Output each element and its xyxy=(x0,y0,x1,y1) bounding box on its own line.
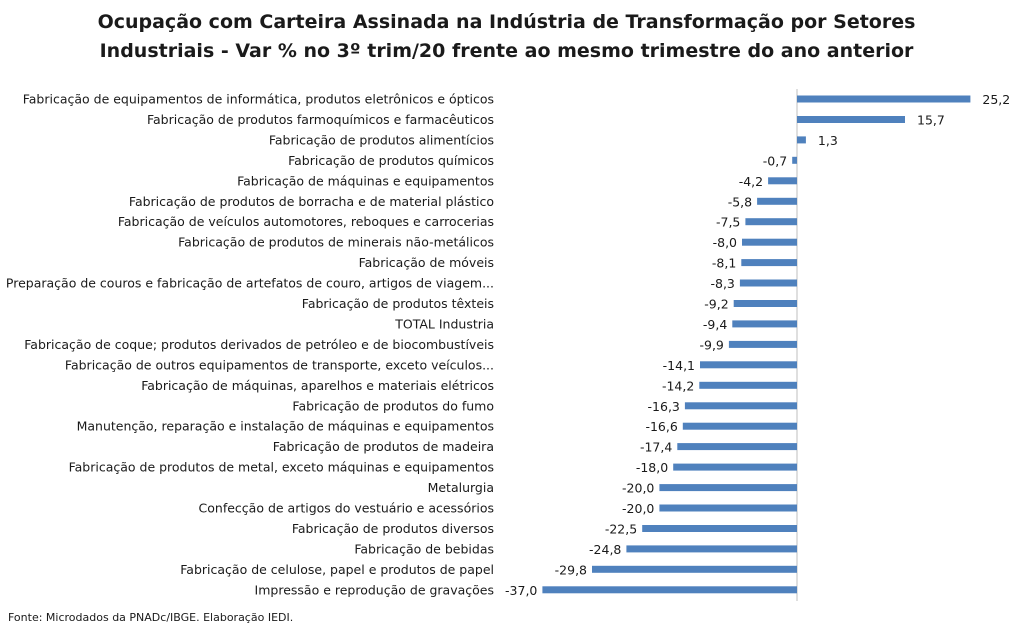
category-label: Confecção de artigos do vestuário e aces… xyxy=(199,501,494,516)
bar xyxy=(677,443,797,451)
category-label: Fabricação de máquinas, aparelhos e mate… xyxy=(141,378,494,393)
bar xyxy=(742,238,797,246)
bar xyxy=(626,545,797,553)
chart-title: Ocupação com Carteira Assinada na Indúst… xyxy=(0,8,1013,66)
bar xyxy=(732,320,797,328)
bar xyxy=(768,177,797,185)
category-label: Fabricação de produtos de borracha e de … xyxy=(129,194,494,209)
data-label: -22,5 xyxy=(605,522,637,537)
bar xyxy=(699,381,797,389)
source-note: Fonte: Microdados da PNADc/IBGE. Elabora… xyxy=(8,611,294,624)
bar xyxy=(728,340,797,348)
bar xyxy=(792,156,797,164)
data-label: -17,4 xyxy=(640,440,672,455)
category-label: Fabricação de produtos alimentícios xyxy=(269,132,494,147)
bar xyxy=(739,279,797,287)
bar xyxy=(797,136,806,144)
bar xyxy=(682,422,797,430)
data-label: -16,3 xyxy=(648,399,680,414)
data-label: -29,8 xyxy=(555,562,587,577)
bar xyxy=(733,300,797,307)
chart-title-line-2: Industriais - Var % no 3º trim/20 frente… xyxy=(99,40,914,62)
category-label: Manutenção, reparação e instalação de má… xyxy=(77,419,494,434)
data-label: -9,9 xyxy=(700,337,724,352)
category-label: Fabricação de produtos do fumo xyxy=(292,398,494,413)
data-label: -24,8 xyxy=(589,542,621,557)
data-label: -9,2 xyxy=(704,297,728,312)
data-label: -4,2 xyxy=(739,174,763,189)
category-label: Fabricação de outros equipamentos de tra… xyxy=(65,357,494,372)
bar xyxy=(741,259,797,267)
bar xyxy=(592,565,797,573)
category-label: Fabricação de produtos de metal, exceto … xyxy=(69,460,494,475)
data-label: 25,2 xyxy=(982,92,1010,107)
bar xyxy=(757,197,797,205)
data-label: -18,0 xyxy=(636,460,668,475)
category-label: Impressão e reprodução de gravações xyxy=(255,582,494,597)
category-label: Fabricação de coque; produtos derivados … xyxy=(24,337,494,352)
category-label: Fabricação de produtos farmoquímicos e f… xyxy=(147,112,494,127)
category-label: Fabricação de bebidas xyxy=(354,541,494,556)
data-label: -0,7 xyxy=(763,153,787,168)
category-label: Preparação de couros e fabricação de art… xyxy=(6,276,494,291)
bar xyxy=(684,402,797,410)
data-label: -8,1 xyxy=(712,256,736,271)
category-label: Fabricação de veículos automotores, rebo… xyxy=(118,214,494,229)
bar xyxy=(700,361,797,369)
bar xyxy=(659,484,797,492)
bar xyxy=(745,218,797,226)
data-label: -5,8 xyxy=(728,194,752,209)
data-label: -16,6 xyxy=(645,419,677,434)
bar xyxy=(797,95,971,103)
data-label: -9,4 xyxy=(703,317,727,332)
data-label: -14,1 xyxy=(663,358,695,373)
category-label: Fabricação de produtos de minerais não-m… xyxy=(178,235,494,250)
category-label: Fabricação de produtos de madeira xyxy=(273,439,494,454)
data-label: -20,0 xyxy=(622,501,654,516)
category-label: Fabricação de produtos diversos xyxy=(292,521,494,536)
data-label: -20,0 xyxy=(622,481,654,496)
data-label: 1,3 xyxy=(818,133,838,148)
data-label: -7,5 xyxy=(716,215,740,230)
data-label: 15,7 xyxy=(917,113,945,128)
category-label: Fabricação de produtos químicos xyxy=(288,153,494,168)
bar xyxy=(659,504,797,512)
category-label: Fabricação de equipamentos de informátic… xyxy=(23,92,494,107)
category-label: Fabricação de máquinas e equipamentos xyxy=(237,173,494,188)
bar xyxy=(542,586,797,594)
category-label: TOTAL Industria xyxy=(394,316,494,331)
data-label: -8,0 xyxy=(713,235,737,250)
category-label: Fabricação de celulose, papel e produtos… xyxy=(180,562,494,577)
bar xyxy=(642,525,797,532)
category-label: Metalurgia xyxy=(428,480,494,495)
data-label: -8,3 xyxy=(711,276,735,291)
category-label: Fabricação de móveis xyxy=(359,255,494,270)
data-label: -14,2 xyxy=(662,378,694,393)
category-label: Fabricação de produtos têxteis xyxy=(302,296,494,311)
chart-title-line-1: Ocupação com Carteira Assinada na Indúst… xyxy=(97,11,916,33)
bar xyxy=(673,463,797,471)
data-label: -37,0 xyxy=(505,583,537,598)
bar xyxy=(797,116,905,123)
